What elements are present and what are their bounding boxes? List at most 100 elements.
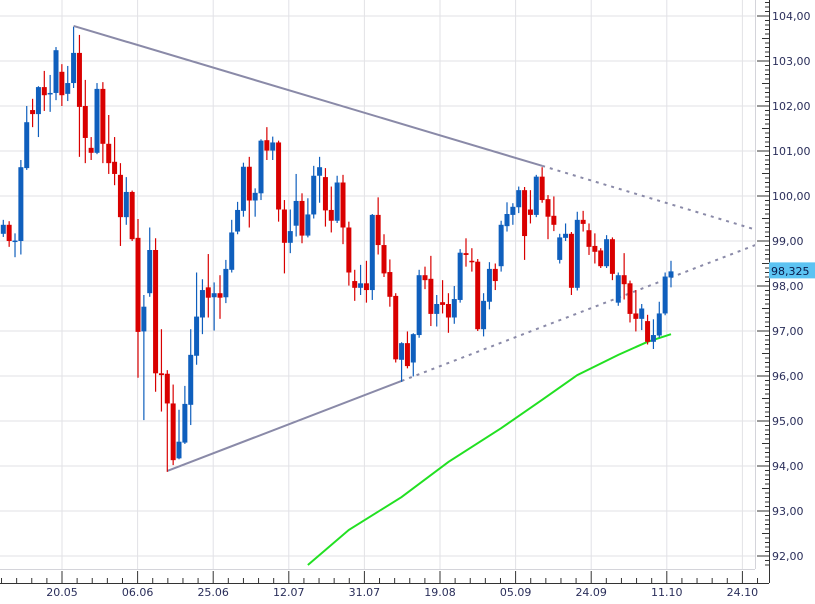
candle-body: [293, 200, 299, 226]
candle-body: [492, 268, 498, 282]
candle: [475, 259, 481, 331]
candle-body: [217, 293, 223, 298]
candle: [305, 198, 311, 238]
candle-body: [0, 224, 6, 234]
candle-body: [604, 239, 610, 267]
candle: [440, 280, 446, 314]
y-tick-label: 100,00: [772, 190, 811, 203]
y-tick-label: 97,00: [772, 325, 804, 338]
candle-body: [317, 167, 323, 176]
candle: [94, 83, 100, 155]
candle-body: [223, 268, 229, 298]
candle: [276, 140, 282, 222]
candle: [170, 384, 176, 466]
moving-average-line: [307, 333, 672, 566]
candle-body: [627, 283, 633, 314]
candle: [41, 70, 47, 111]
candle-body: [188, 354, 194, 405]
candle-body: [328, 209, 334, 221]
candle: [381, 234, 387, 277]
candle-body: [580, 219, 586, 224]
candle: [53, 47, 59, 101]
candle: [0, 219, 6, 237]
candle-body: [369, 214, 375, 291]
candle: [258, 139, 264, 201]
candle-body: [656, 313, 662, 336]
candle-body: [568, 233, 574, 288]
candle: [65, 65, 71, 102]
candle-body: [645, 321, 651, 342]
candle-body: [545, 199, 551, 217]
y-tick-label: 96,00: [772, 370, 804, 383]
candle: [369, 214, 375, 300]
candle-body: [598, 250, 604, 267]
x-tick-label: 25.06: [197, 586, 229, 599]
candle-body: [41, 87, 47, 96]
candle-body: [182, 403, 188, 443]
candle-body: [451, 299, 457, 318]
candle-body: [352, 281, 358, 288]
candle: [24, 106, 30, 170]
candle-body: [498, 224, 504, 267]
candle: [71, 26, 77, 88]
candle-body: [639, 308, 645, 319]
candle: [539, 167, 545, 203]
candle: [451, 286, 457, 324]
candle: [410, 333, 416, 377]
candle: [563, 223, 569, 241]
candle: [229, 219, 235, 273]
candle: [352, 269, 358, 301]
candle-body: [158, 373, 164, 376]
candle-body: [129, 191, 135, 240]
y-tick-label: 93,00: [772, 505, 804, 518]
candle: [182, 385, 188, 444]
candle-body: [240, 166, 246, 211]
candle: [141, 295, 147, 421]
candle: [598, 248, 604, 268]
candle-body: [416, 275, 422, 336]
candle: [416, 269, 422, 338]
candle-body: [539, 176, 545, 201]
candle: [299, 193, 305, 244]
candle-body: [305, 214, 311, 236]
candle-body: [633, 313, 639, 319]
candle-body: [229, 232, 235, 270]
candle: [516, 186, 522, 214]
candle: [240, 162, 246, 217]
candle: [164, 370, 170, 472]
candle-body: [211, 293, 217, 298]
candle-body: [100, 88, 106, 144]
candle: [621, 253, 627, 300]
candle: [492, 263, 498, 291]
candle: [486, 262, 492, 310]
candle: [358, 264, 364, 295]
candle-body: [12, 240, 18, 243]
candle: [223, 259, 229, 304]
candle: [481, 293, 487, 337]
candle-body: [258, 140, 264, 194]
candle-body: [668, 271, 674, 278]
candle-body: [551, 215, 557, 225]
candle-body: [609, 239, 615, 274]
candle-body: [428, 278, 434, 314]
grid: [0, 0, 756, 570]
candle: [615, 272, 621, 306]
candle-body: [112, 161, 118, 174]
candle-body: [147, 250, 153, 294]
trendline: [166, 380, 402, 472]
candle-body: [346, 227, 352, 273]
candle: [434, 295, 440, 327]
candle: [656, 301, 662, 338]
candle-body: [194, 316, 200, 356]
candle-body: [504, 214, 510, 227]
candle-body: [457, 252, 463, 300]
candle-body: [170, 403, 176, 461]
y-tick-label: 102,00: [772, 100, 811, 113]
candle: [135, 218, 141, 378]
candle: [76, 34, 82, 157]
candle-body: [393, 295, 399, 360]
candle: [574, 211, 580, 291]
candle-body: [205, 287, 211, 298]
candle-body: [469, 260, 475, 263]
candle: [650, 319, 656, 349]
